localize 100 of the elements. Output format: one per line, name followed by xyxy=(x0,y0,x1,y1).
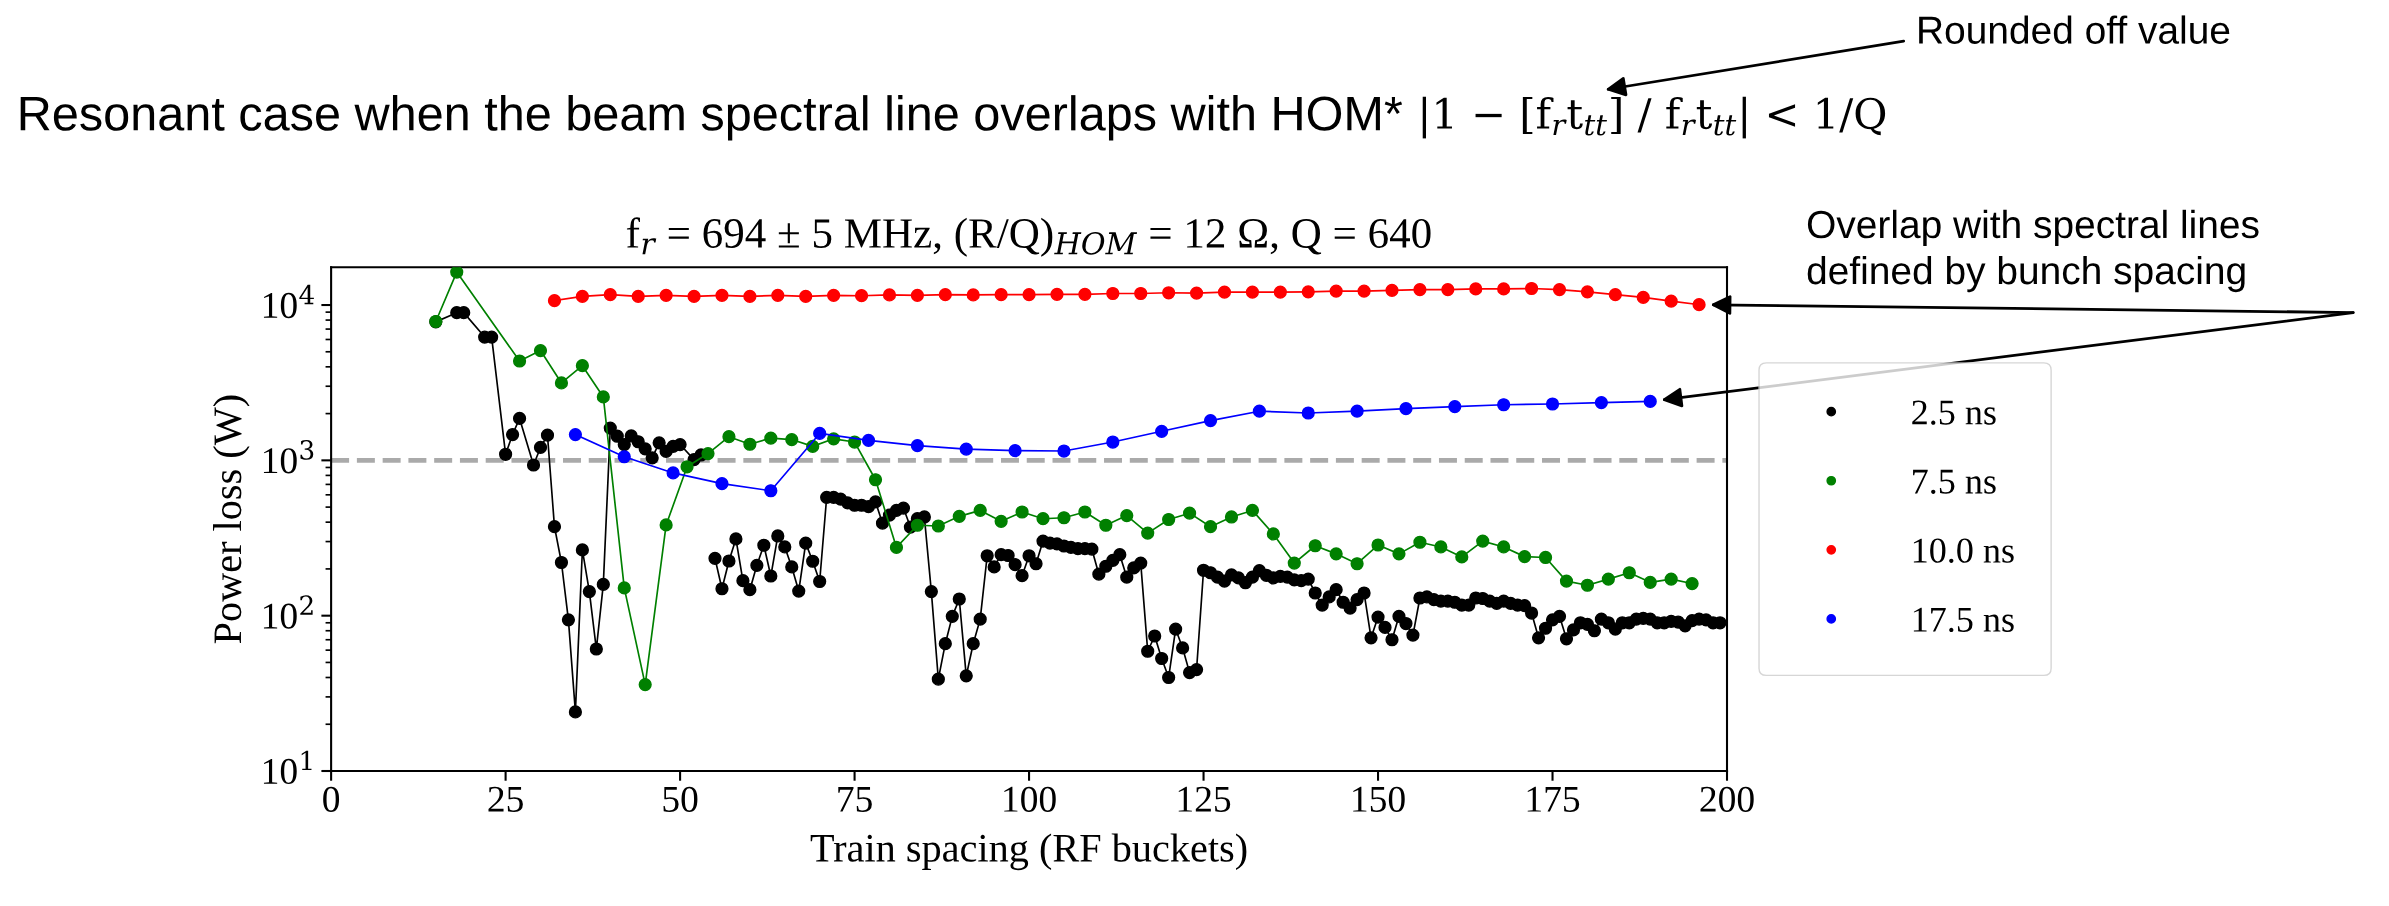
point xyxy=(1162,286,1176,300)
point xyxy=(596,390,610,404)
point xyxy=(868,473,883,487)
point xyxy=(966,288,980,302)
point xyxy=(687,289,701,304)
x-tick-label: 175 xyxy=(1527,786,1580,812)
point xyxy=(1008,444,1022,458)
point xyxy=(994,514,1008,528)
point xyxy=(1497,282,1511,296)
point xyxy=(575,289,589,304)
point xyxy=(512,354,527,368)
point xyxy=(1517,550,1532,564)
point xyxy=(1357,284,1371,298)
point xyxy=(450,267,464,279)
point xyxy=(1141,526,1155,540)
x-axis-title: Train spacing (RF buckets) xyxy=(810,833,1247,871)
point xyxy=(1601,572,1615,586)
x-tick-label: 125 xyxy=(1178,786,1231,812)
point xyxy=(861,433,876,447)
point xyxy=(959,442,973,456)
x-tick-label: 100 xyxy=(1004,786,1056,812)
point xyxy=(1301,285,1315,299)
x-tick-label: 50 xyxy=(663,786,698,812)
point xyxy=(1189,286,1204,300)
point xyxy=(938,288,952,302)
point xyxy=(952,509,966,523)
point xyxy=(1134,286,1148,301)
point xyxy=(764,484,778,498)
point xyxy=(1559,574,1574,588)
legend-label: 7.5 ns xyxy=(1913,469,1996,494)
y-tick-label: 10$^{2}$ xyxy=(263,595,313,629)
y-tick-label: 10$^{4}$ xyxy=(263,284,314,319)
point xyxy=(1203,413,1218,428)
legend-label: 17.5 ns xyxy=(1913,607,2014,633)
point xyxy=(1685,576,1699,591)
point xyxy=(1636,290,1650,305)
point xyxy=(1497,540,1511,554)
point xyxy=(617,581,631,595)
chart-subtitle: f$_{r}$ = 694 ± 5 MHz, (R/Q)$_{HOM}$ = 12 Ω, Q = 640 xyxy=(626,217,1431,257)
point xyxy=(1664,572,1678,586)
point xyxy=(1580,578,1595,592)
point xyxy=(533,343,548,358)
point xyxy=(1022,288,1036,302)
point xyxy=(1455,550,1469,564)
point xyxy=(1538,550,1553,565)
point xyxy=(764,431,778,445)
y-axis-title: Power loss (W) xyxy=(213,395,250,644)
point xyxy=(1469,282,1483,296)
point xyxy=(1664,294,1678,308)
point xyxy=(743,289,757,304)
point xyxy=(973,503,987,518)
point xyxy=(1622,566,1636,580)
point xyxy=(638,677,652,692)
point xyxy=(1182,506,1197,520)
x-tick-label: 25 xyxy=(488,786,523,812)
point xyxy=(568,427,582,442)
point xyxy=(1078,505,1092,519)
point xyxy=(666,466,680,480)
x-tick-label: 200 xyxy=(1700,786,1754,812)
text: Overlap with spectral lines defined by bunch spacing xyxy=(1807,209,2259,293)
point xyxy=(659,518,673,532)
point xyxy=(1552,282,1567,297)
y-tick-label: 10$^{3}$ xyxy=(263,439,314,474)
point xyxy=(1399,402,1413,416)
point xyxy=(1371,538,1385,552)
point xyxy=(1266,527,1280,541)
point xyxy=(1308,539,1322,553)
legend-label: 10.0 ns xyxy=(1913,538,2014,563)
point xyxy=(854,289,869,303)
point xyxy=(910,288,924,302)
point xyxy=(1078,287,1092,301)
point xyxy=(603,288,617,302)
x-tick-label: 75 xyxy=(838,787,872,812)
point xyxy=(547,294,562,308)
point xyxy=(554,376,569,390)
point xyxy=(1120,508,1134,523)
point xyxy=(1448,399,1462,414)
point xyxy=(1106,286,1120,301)
point xyxy=(1385,283,1399,297)
point xyxy=(931,519,945,533)
point xyxy=(1476,534,1490,548)
point xyxy=(659,288,673,302)
point xyxy=(1643,394,1657,409)
point xyxy=(1580,285,1595,299)
point xyxy=(575,359,589,373)
point xyxy=(1273,285,1287,299)
point xyxy=(1245,503,1260,518)
point xyxy=(1057,511,1071,525)
text: |1 − [f$_{r}$t$_{tt}$] / f$_{r}$t$_{tt}$| < 1/Q xyxy=(1422,96,1886,139)
point xyxy=(1413,282,1427,297)
point xyxy=(1350,404,1364,418)
x-tick-label: 150 xyxy=(1353,786,1405,812)
point xyxy=(1692,298,1706,312)
point xyxy=(1217,285,1232,299)
point xyxy=(1057,444,1071,458)
text: Rounded off value xyxy=(1919,15,2230,44)
point xyxy=(1392,547,1406,561)
point xyxy=(680,460,694,474)
point xyxy=(1329,547,1343,561)
point xyxy=(1434,540,1448,554)
